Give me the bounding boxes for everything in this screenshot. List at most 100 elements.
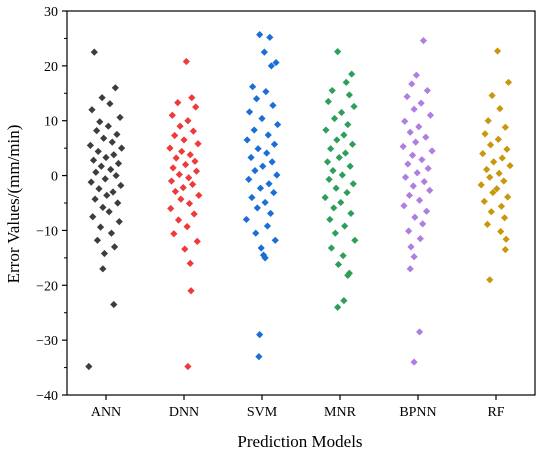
data-point	[188, 180, 197, 188]
data-point	[101, 175, 109, 183]
data-point	[273, 171, 281, 179]
data-point	[256, 30, 264, 39]
data-point	[94, 147, 102, 156]
data-point	[420, 178, 428, 186]
data-point	[417, 99, 425, 107]
data-point	[260, 48, 268, 56]
data-point	[261, 254, 269, 262]
data-point	[334, 260, 343, 269]
data-point	[426, 186, 434, 194]
data-point	[496, 105, 504, 113]
data-point	[97, 162, 105, 170]
y-tick-label: 0	[51, 170, 58, 185]
data-point	[189, 127, 197, 135]
data-point	[400, 202, 408, 210]
data-point	[261, 198, 269, 207]
data-point	[254, 145, 262, 153]
data-point	[193, 237, 201, 245]
data-point	[186, 259, 194, 267]
data-point	[422, 207, 431, 215]
data-point	[118, 144, 126, 152]
data-point	[333, 136, 341, 144]
data-point	[177, 195, 185, 203]
data-point	[171, 131, 179, 140]
data-point	[407, 243, 415, 251]
data-point	[271, 236, 279, 244]
data-point	[191, 157, 199, 165]
data-point	[86, 141, 94, 149]
data-point	[495, 169, 503, 177]
x-tick-label: ANN	[91, 405, 121, 420]
data-point	[266, 209, 275, 218]
data-point	[330, 204, 338, 212]
data-point	[107, 165, 115, 174]
data-point	[345, 91, 353, 99]
data-point	[344, 271, 352, 280]
data-point	[335, 153, 343, 162]
data-point	[105, 208, 113, 216]
data-point	[329, 167, 337, 175]
data-point	[338, 171, 346, 179]
data-point	[89, 156, 98, 164]
data-point	[405, 191, 414, 199]
data-point	[259, 162, 267, 170]
data-point	[102, 153, 110, 162]
data-point	[245, 108, 254, 116]
data-point	[270, 188, 278, 197]
data-point	[112, 171, 120, 180]
data-point	[167, 177, 176, 185]
data-point	[256, 184, 265, 192]
data-point	[247, 153, 255, 162]
data-point	[168, 111, 176, 119]
data-point	[248, 193, 256, 202]
data-point	[249, 83, 257, 91]
x-tick-label: SVM	[247, 405, 278, 420]
data-points	[85, 30, 514, 371]
data-point	[484, 117, 492, 125]
data-point	[423, 86, 431, 95]
data-point	[192, 167, 201, 175]
data-point	[500, 214, 509, 222]
data-point	[342, 78, 350, 86]
data-point	[96, 118, 104, 126]
data-point	[334, 303, 342, 311]
data-point	[404, 160, 412, 168]
data-point	[406, 265, 414, 273]
data-point	[399, 142, 407, 151]
data-point	[114, 199, 122, 207]
data-point	[419, 220, 427, 228]
data-point	[419, 37, 428, 45]
data-point	[408, 80, 416, 88]
data-point	[334, 47, 342, 56]
data-point	[170, 230, 178, 238]
data-point	[172, 154, 180, 162]
y-tick-label: 20	[44, 60, 58, 75]
data-point	[264, 131, 272, 139]
data-point	[91, 195, 99, 203]
data-point	[194, 140, 202, 148]
data-point	[116, 113, 124, 122]
data-point	[180, 136, 188, 144]
data-point	[270, 140, 279, 148]
data-point	[110, 243, 119, 251]
data-point	[405, 227, 413, 235]
data-point	[182, 57, 190, 66]
data-point	[483, 220, 492, 228]
data-point	[345, 269, 353, 277]
data-point	[184, 362, 192, 371]
data-point	[410, 358, 418, 366]
x-axis-title: Prediction Models	[237, 432, 362, 451]
data-point	[410, 105, 418, 113]
data-point	[266, 33, 274, 41]
data-point	[90, 48, 98, 56]
data-point	[502, 235, 510, 243]
data-point	[256, 331, 264, 339]
data-point	[504, 193, 512, 201]
data-point	[493, 185, 501, 193]
data-point	[184, 117, 192, 125]
x-axis-ticks: ANN DNN SVM MNR BPNN RF	[91, 395, 505, 420]
data-point	[348, 70, 356, 78]
data-point	[169, 164, 177, 172]
data-point	[426, 111, 435, 119]
data-point	[415, 196, 424, 204]
